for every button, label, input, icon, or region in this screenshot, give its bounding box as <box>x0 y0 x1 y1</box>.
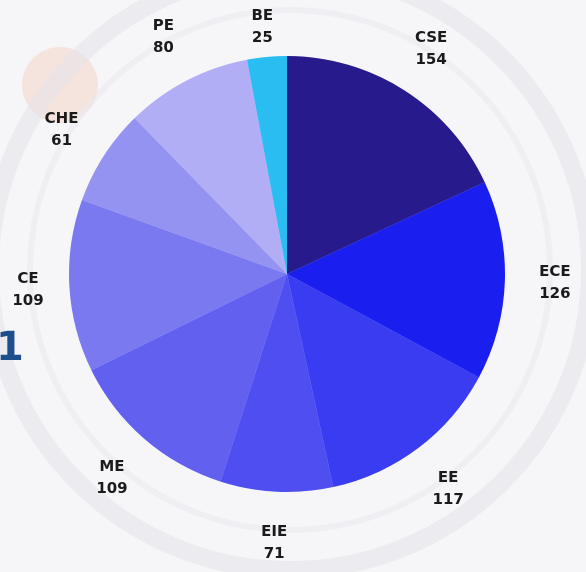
slice-label-eie: EIE 71 <box>261 520 287 564</box>
slice-name: CSE <box>414 28 448 47</box>
slice-name: PE <box>152 16 175 35</box>
slice-label-ee: EE 117 <box>433 466 464 510</box>
pie-slice-me <box>91 274 287 482</box>
slice-value: 80 <box>152 38 174 57</box>
slice-value: 61 <box>51 131 73 150</box>
pie-slice-be <box>247 56 287 274</box>
pie-slice-ece <box>287 182 505 378</box>
pie-slice-eie <box>220 274 334 492</box>
slice-label-ece: ECE 126 <box>539 260 571 304</box>
pie-slice-ce <box>68 199 287 371</box>
slice-name: ECE <box>539 261 571 280</box>
slice-name: ME <box>99 456 125 475</box>
slice-name: EE <box>437 468 459 487</box>
slice-name: CHE <box>44 109 79 128</box>
slice-label-me: ME 109 <box>96 455 127 499</box>
pie-slice-cse <box>287 56 485 274</box>
slice-value: 109 <box>12 290 44 309</box>
slice-value: 25 <box>251 28 273 46</box>
cropped-heading-fragment: 1 <box>0 324 24 370</box>
slice-value: 117 <box>432 490 464 509</box>
slice-value: 154 <box>415 50 447 69</box>
slice-label-pe: PE 80 <box>153 14 174 58</box>
slice-name: CE <box>17 268 39 287</box>
pie-slice-pe <box>134 59 287 275</box>
slice-value: 109 <box>96 478 128 497</box>
slice-value: 126 <box>539 283 571 302</box>
slice-name: EIE <box>261 521 288 540</box>
slice-value: 71 <box>263 543 285 562</box>
slice-name: BE <box>251 6 274 24</box>
pie-slice-che <box>81 118 287 274</box>
slice-label-che: CHE 61 <box>45 107 79 151</box>
slice-label-ce: CE 109 <box>12 267 43 311</box>
slice-label-be: BE 25 <box>251 4 273 48</box>
slice-label-cse: CSE 154 <box>415 26 447 70</box>
pie-slice-ee <box>287 274 479 488</box>
